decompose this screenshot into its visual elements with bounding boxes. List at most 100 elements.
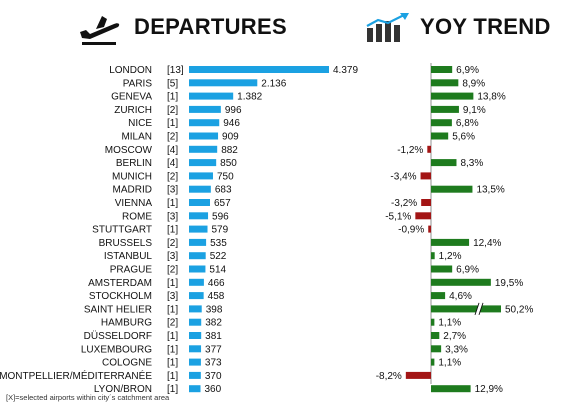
airplane-takeoff-icon [80,16,120,45]
departures-value-paris: 2.136 [261,78,286,89]
yoy-value-munich: -3,4% [390,171,416,182]
yoy-value-prague: 6,9% [456,265,479,276]
yoy-bar-madrid [431,185,473,193]
departures-value-zurich: 996 [225,105,242,116]
departures-bar-madrid [189,185,211,193]
city-label-lyon-bron: LYON/BRON [94,384,152,395]
yoy-value-saint-helier: 50,2% [505,304,533,315]
city-label-london: LONDON [109,65,152,76]
departures-header: DEPARTURES [134,14,287,39]
yoy-value-dusseldorf: 2,7% [443,331,466,342]
yoy-bar-cologne [431,358,435,366]
airport-count-amsterdam: [1] [167,278,178,289]
yoy-value-milan: 5,6% [452,132,475,143]
city-label-vienna: VIENNA [115,198,153,209]
departures-bar-dusseldorf [189,332,202,339]
airport-count-geneva: [1] [167,92,178,103]
yoy-bar-stuttgart [428,225,431,233]
departures-value-stockholm: 458 [208,291,225,302]
departures-bar-vienna [189,199,211,206]
yoy-bar-munich [420,172,431,180]
city-label-nice: NICE [128,118,152,129]
departures-bar-saint-helier [189,305,202,313]
departures-value-montpellier-mediterranee: 370 [205,371,222,382]
departures-bar-luxembourg [189,345,202,353]
axis-break-gap-saint-helier [475,302,483,316]
city-label-milan: MILAN [121,132,152,143]
departures-value-geneva: 1.382 [237,92,262,103]
city-label-dusseldorf: DÜSSELDORF [84,330,152,342]
yoy-value-nice: 6,8% [456,118,479,129]
yoy-value-luxembourg: 3,3% [445,344,468,355]
city-label-hamburg: HAMBURG [101,318,152,329]
departures-bar-montpellier-mediterranee [189,371,201,379]
departures-bar-prague [189,265,206,273]
yoy-value-rome: -5,1% [385,211,411,222]
departures-bar-munich [189,172,213,180]
city-label-zurich: ZURICH [114,105,152,116]
city-label-cologne: COLOGNE [102,358,152,369]
airport-count-zurich: [2] [167,105,178,116]
yoy-bar-dusseldorf [431,332,440,339]
airport-count-istanbul: [3] [167,251,178,262]
city-label-brussels: BRUSSELS [99,238,153,249]
departures-bar-brussels [189,238,207,246]
departures-bar-istanbul [189,252,206,260]
yoy-value-berlin: 8,3% [460,158,483,169]
airport-count-lyon-bron: [1] [167,384,178,395]
airport-count-madrid: [3] [167,185,178,196]
city-label-geneva: GENEVA [111,92,152,103]
departures-value-istanbul: 522 [210,251,227,262]
axis-break-mark-left-saint-helier [474,302,480,316]
departures-bar-zurich [189,105,221,113]
city-label-stuttgart: STUTTGART [92,225,152,236]
departures-bar-amsterdam [189,278,204,286]
yoy-bar-amsterdam [431,278,491,286]
departures-bar-stockholm [189,292,204,300]
airport-count-montpellier-mediterranee: [1] [167,371,178,382]
yoy-bar-london [431,66,453,73]
yoy-bar-geneva [431,92,474,100]
yoy-value-geneva: 13,8% [477,92,505,103]
departures-value-hamburg: 382 [205,318,222,329]
yoy-value-paris: 8,9% [462,78,485,89]
airport-count-berlin: [4] [167,158,178,169]
yoy-trend-header: YOY TREND [420,14,551,39]
axis-break-mark-right-saint-helier [478,302,484,316]
departures-value-london: 4.379 [333,65,358,76]
yoy-value-london: 6,9% [456,65,479,76]
airport-count-vienna: [1] [167,198,178,209]
yoy-value-zurich: 9,1% [463,105,486,116]
yoy-bar-moscow [427,145,431,153]
yoy-value-stockholm: 4,6% [449,291,472,302]
departures-bar-berlin [189,159,217,167]
departures-bar-geneva [189,92,234,100]
city-label-saint-helier: SAINT HELIER [84,304,152,315]
departures-value-stuttgart: 579 [212,225,229,236]
departures-value-rome: 596 [212,211,229,222]
departures-value-luxembourg: 377 [205,344,222,355]
yoy-value-stuttgart: -0,9% [398,225,424,236]
airport-count-munich: [2] [167,171,178,182]
departures-value-saint-helier: 398 [206,304,223,315]
yoy-value-istanbul: 1,2% [439,251,462,262]
yoy-value-brussels: 12,4% [473,238,501,249]
airport-count-brussels: [2] [167,238,178,249]
airport-count-saint-helier: [1] [167,304,178,315]
city-label-istanbul: ISTANBUL [104,251,153,262]
departures-value-nice: 946 [223,118,240,129]
city-label-munich: MUNICH [112,171,152,182]
departures-value-madrid: 683 [215,185,232,196]
city-label-amsterdam: AMSTERDAM [88,278,152,289]
city-label-montpellier-mediterranee: MONTPELLIER/MÉDITERRANÉE [0,369,152,382]
yoy-bar-istanbul [431,252,435,260]
city-label-rome: ROME [122,211,152,222]
yoy-bar-paris [431,79,459,87]
departures-bar-paris [189,79,258,87]
airport-count-stuttgart: [1] [167,225,178,236]
yoy-bar-hamburg [431,318,435,326]
yoy-bar-milan [431,132,449,140]
footnote: [X]=selected airports within city´s catc… [6,393,170,402]
yoy-value-hamburg: 1,1% [438,318,461,329]
